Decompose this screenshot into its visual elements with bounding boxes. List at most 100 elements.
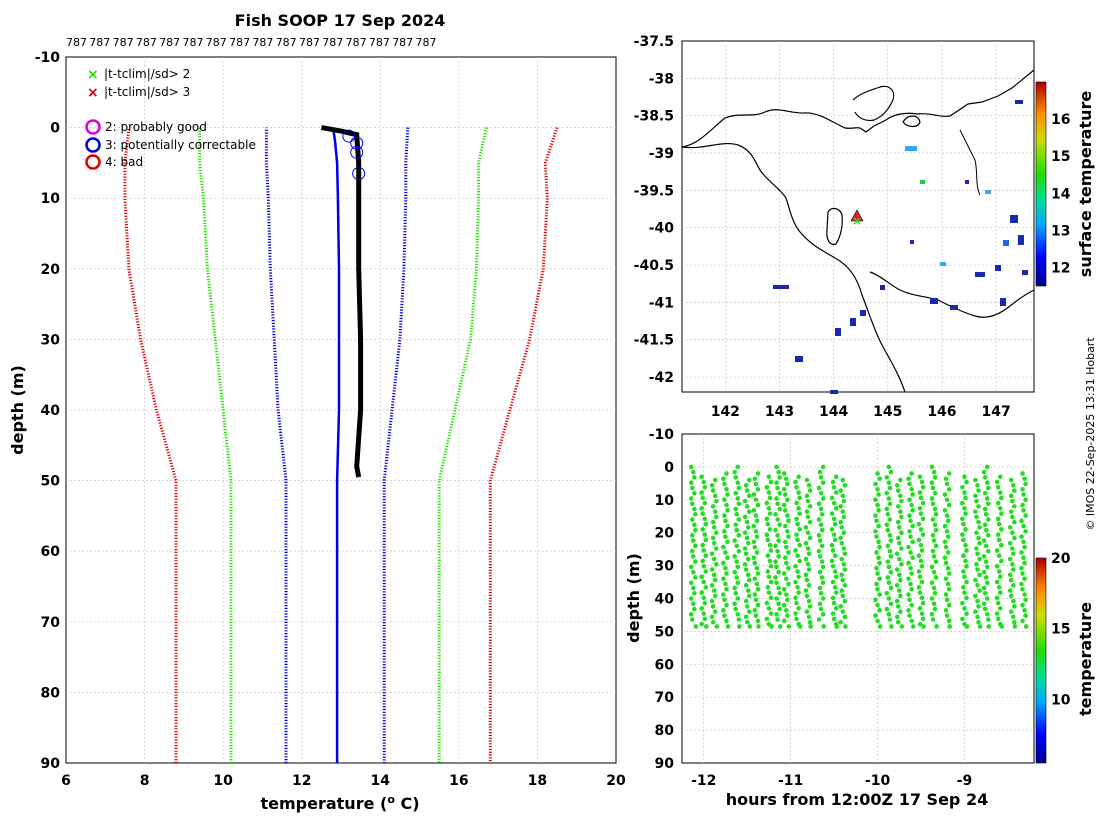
section-point: [889, 624, 894, 629]
section-point: [830, 595, 836, 601]
section-point: [884, 475, 890, 480]
section-point: [917, 590, 923, 595]
profile-ytick-label: 0: [50, 121, 60, 137]
section-point: [920, 600, 926, 606]
section-point: [840, 477, 846, 483]
section-point: [1023, 624, 1029, 629]
section-point: [919, 579, 925, 585]
section-point: [909, 586, 914, 592]
section-point: [946, 571, 952, 576]
section-point: [1023, 481, 1028, 487]
section-point: [943, 576, 949, 582]
section-point: [775, 533, 780, 538]
section-point: [723, 565, 728, 571]
section-point: [746, 509, 752, 514]
section-point: [1011, 567, 1016, 572]
section-point: [775, 501, 780, 507]
section-point: [963, 511, 968, 516]
section-point: [982, 522, 988, 528]
section-point: [776, 569, 781, 575]
section-point: [732, 601, 737, 607]
section-point: [752, 544, 758, 550]
section-point: [997, 590, 1003, 595]
section-point: [721, 560, 726, 566]
section-point: [888, 469, 894, 475]
section-point: [767, 495, 773, 501]
section-point: [767, 542, 773, 548]
section-point: [816, 617, 822, 622]
section-point: [712, 593, 718, 599]
section-point: [964, 624, 970, 629]
section-point: [931, 569, 937, 575]
map-ytick-label: -38.5: [634, 109, 674, 125]
section-point: [1011, 614, 1016, 620]
sst-pixel: [975, 272, 985, 277]
section-point: [875, 602, 880, 608]
section-point: [765, 585, 771, 590]
section-point: [841, 498, 847, 504]
section-point: [964, 579, 969, 585]
section-point: [981, 569, 987, 575]
profile-ytick-label: 60: [41, 544, 61, 560]
section-point: [898, 609, 903, 614]
section-point: [917, 490, 923, 495]
section-point: [819, 527, 825, 533]
profile-axes-box: [65, 56, 617, 764]
section-point: [775, 617, 780, 622]
section-point: [830, 548, 836, 553]
section-point: [931, 469, 937, 475]
map-colorbar-ticks: 12 13 14 15 16: [1051, 112, 1071, 276]
section-point: [752, 476, 758, 482]
section-point: [796, 606, 801, 611]
profile-line-clim+1sd: [382, 127, 410, 763]
section-point: [840, 609, 846, 614]
section-point: [692, 522, 697, 528]
section-point: [794, 484, 799, 490]
section-point: [766, 574, 772, 580]
section-point: [929, 596, 935, 601]
section-point: [781, 602, 787, 608]
section-point: [944, 597, 950, 603]
profile-id-label: 787: [136, 36, 157, 49]
section-point: [785, 613, 790, 618]
map-grid: [682, 41, 1034, 392]
section-point: [805, 546, 811, 551]
section-point: [930, 533, 936, 538]
section-point: [797, 527, 802, 532]
section-point: [774, 496, 779, 501]
section-point: [751, 539, 757, 545]
legend-flag3-marker: [85, 137, 101, 153]
section-point: [734, 575, 740, 580]
section-point: [712, 493, 718, 499]
section-ytick-label: 20: [655, 526, 675, 542]
section-point: [1020, 486, 1025, 492]
section-point: [974, 514, 979, 520]
section-point: [820, 496, 826, 501]
section-point: [736, 548, 742, 554]
section-point: [793, 595, 798, 601]
section-point: [701, 479, 707, 485]
profile-line-clim+2sd: [437, 127, 488, 763]
section-point: [895, 488, 901, 493]
section-point: [944, 529, 950, 534]
section-point: [746, 577, 752, 583]
section-point: [920, 500, 926, 506]
section-point: [712, 609, 718, 614]
section-point: [977, 572, 982, 578]
section-point: [899, 514, 904, 520]
section-point: [933, 527, 939, 533]
section-point: [995, 484, 1001, 490]
section-point: [943, 476, 949, 482]
section-point: [745, 556, 751, 562]
section-point: [752, 560, 758, 566]
section-point: [877, 576, 882, 582]
section-point: [840, 509, 846, 514]
section-point: [973, 509, 978, 514]
profile-id-labels: 787 787 787 787 787 787 787 787 787 787 787 787 787 7…: [66, 36, 437, 49]
profile-flag-markers: [342, 129, 366, 180]
section-point: [976, 504, 981, 509]
section-point: [766, 490, 772, 495]
section-point: [985, 485, 991, 491]
section-point: [776, 469, 781, 475]
section-point: [896, 572, 902, 578]
